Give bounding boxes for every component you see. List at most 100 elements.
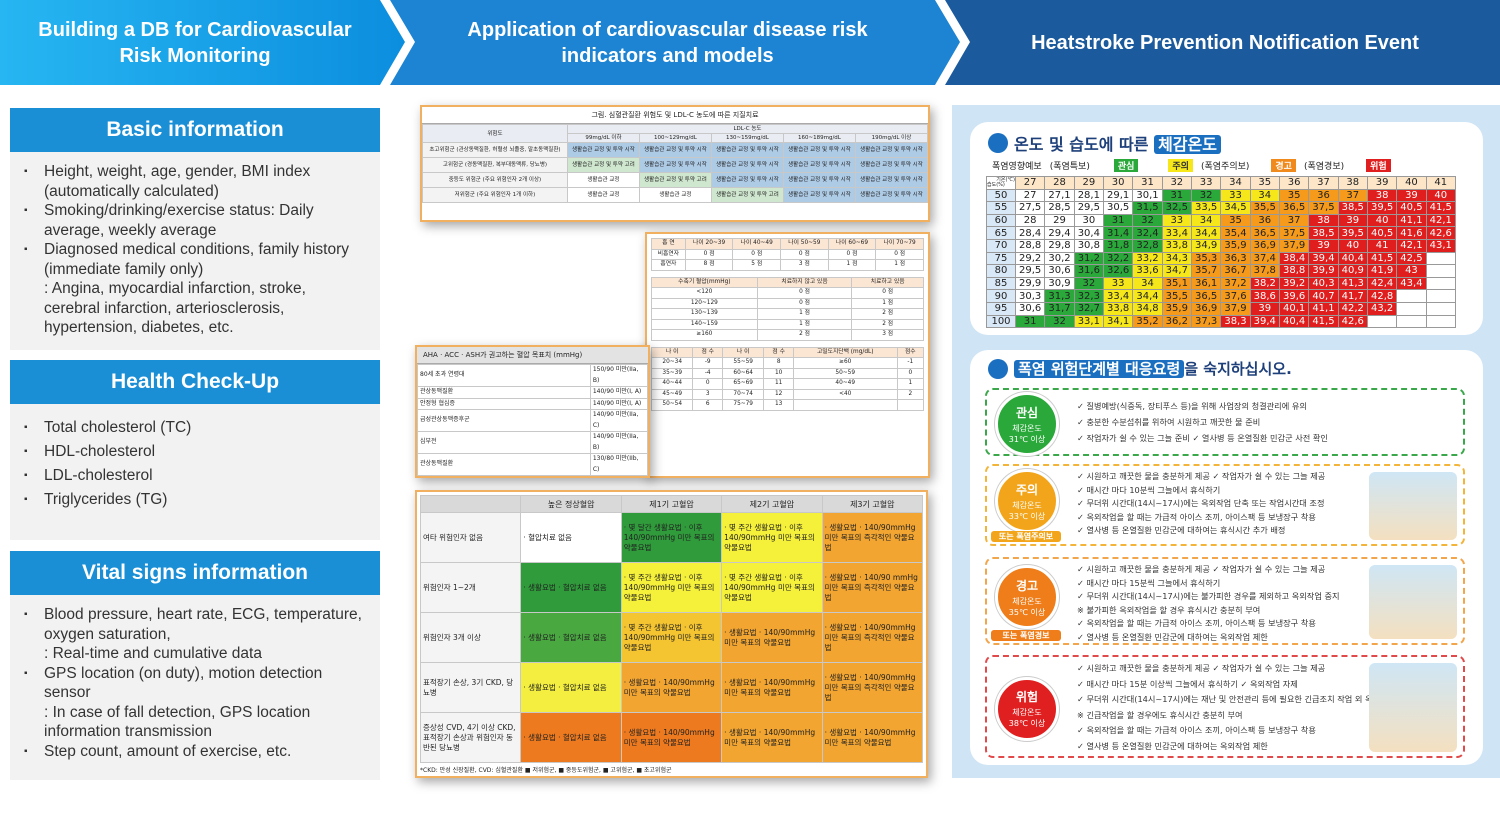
temp: 35 (1249, 176, 1280, 190)
cell: 40,1 (1278, 301, 1310, 316)
corner-label: 습도(%) (987, 181, 1005, 188)
bullet: GPS location (on duty), motion detection… (24, 664, 366, 703)
cell: 생활습관 교정 (638, 187, 712, 203)
cell: 생활습관 교정 및 투약 시작 (782, 172, 856, 188)
cell: 2 점 (851, 308, 924, 320)
header-cell: 나이 70~79 (875, 238, 924, 250)
text: 을 숙지하십시오. (1184, 360, 1292, 378)
legend-note: (폭염경보) (1303, 162, 1345, 172)
cell: 42,4 (1366, 276, 1398, 291)
cell: 42,1 (1425, 213, 1457, 228)
temp: 29 (1073, 176, 1104, 190)
cell: 중등도 위험군 (주요 위험인자 2개 이상) (422, 172, 568, 188)
cell: 37,9 (1278, 238, 1310, 253)
cell (1396, 301, 1427, 316)
section-title: Vital signs information (10, 551, 380, 595)
row: 75 29,2 30,2 31,2 32,2 33,2 34,3 35,3 36,3 37,4 38… (986, 251, 1457, 266)
header-cell: 점수 (896, 346, 925, 358)
cell: 30,4 (1073, 226, 1104, 240)
row: 여타 위험인자 없음 · 혈압치료 없음 · 몇 달간 생활요법 · 이후 140/… (419, 512, 924, 563)
temp: 33 (1190, 176, 1222, 190)
cell: 40,5 (1396, 201, 1427, 215)
cell: 0 점 (732, 248, 782, 260)
level-line: ✓ 매시간 마다 15분 이상씩 그늘에서 휴식하기 ✓ 옥외작업 자제 (1077, 678, 1298, 689)
cell: -4 (692, 367, 723, 379)
step-title: Heatstroke Prevention Notification Event (1031, 31, 1419, 54)
arrow (0, 0, 405, 85)
cell: 34,3 (1161, 251, 1192, 266)
level-name: 관심 (1015, 405, 1039, 420)
cell: 1 점 (756, 308, 853, 320)
cell: 40,3 (1308, 276, 1339, 291)
cell: 표적장기 손상, 3기 CKD, 당뇨병 (419, 662, 522, 713)
cell: 140/90 미만(IIa, B) (589, 431, 648, 454)
legend-label: 폭염영향예보 (992, 162, 1042, 172)
cell: 31 (1102, 213, 1134, 228)
cell: 36,1 (1190, 276, 1222, 291)
cell: 38,2 (1249, 276, 1280, 291)
cell (896, 399, 925, 411)
icon (988, 133, 1008, 153)
cell: 36,2 (1161, 314, 1192, 329)
cell: 급성관상동맥증후군 (417, 409, 591, 432)
header-row: 99mg/dL 이하 100~129mg/dL 130~159mg/dL 160~18… (423, 133, 928, 143)
header-cell: 나이 60~69 (827, 238, 877, 250)
cell: 39,4 (1308, 251, 1339, 266)
cell: 고위험군 (경동맥질환, 복부대동맥류, 당뇨병) (422, 157, 568, 173)
cell: 생활습관 교정 및 투약 고려 (710, 187, 784, 203)
cell: 28,8 (1014, 238, 1046, 253)
cell: 37,4 (1249, 251, 1280, 266)
cell: 생활습관 교정 및 투약 고려 (566, 157, 640, 173)
header-row: 위험도 LDL-C 농도 (422, 124, 928, 143)
cell: 38 (1366, 188, 1398, 203)
cell: 39,4 (1249, 314, 1280, 329)
level-name: 경고 (1015, 578, 1039, 593)
cell: 생활습관 교정 (566, 172, 640, 188)
cell: 32 (1073, 276, 1104, 291)
cell: 13 (763, 399, 794, 411)
table-title: 그림. 심혈관질환 위험도 및 LDL-C 농도에 따른 지질치료 (422, 107, 928, 124)
cell: 38,6 (1249, 289, 1280, 303)
humidity: 60 (986, 213, 1016, 228)
level-line: ✓ 열사병 등 온열질환 민감군에 대하여는 옥외작업 제한 (1077, 631, 1268, 642)
temp: 37 (1308, 176, 1339, 190)
cell: 33 (1161, 213, 1192, 228)
cell: 33 (1102, 276, 1134, 291)
row: 65 28,4 29,4 30,4 31,4 32,4 33,4 34,4 35,4 36,5 37… (986, 226, 1457, 240)
cell: 33,4 (1102, 289, 1134, 303)
cell: 31,5 (1132, 201, 1163, 215)
cell: 34 (1132, 276, 1163, 291)
cell: 36 (1249, 213, 1280, 228)
cell: 28,1 (1073, 188, 1104, 203)
highlight: 체감온도 (1154, 135, 1221, 154)
cell: · 생활요법 · 140/90mmHg 미만 목표의 즉각적인 약물요법 (821, 662, 924, 713)
cell: 37 (1337, 188, 1368, 203)
cell: 32,5 (1161, 201, 1192, 215)
level-line: ✓ 충분한 수분섭취를 위하여 시원하고 깨끗한 물 준비 (1077, 417, 1261, 427)
cell: · 생활요법 · 140/90mmHg 미만 목표의 약물요법 (620, 662, 723, 713)
cell: 39,5 (1366, 201, 1398, 215)
level-line: ✓ 무더위 시간대(14시~17시)에는 불가피한 경우를 제외하고 옥외작업 … (1077, 591, 1340, 602)
legend-chip: 관심 (1113, 159, 1139, 172)
header-cell: 160~189mg/dL (782, 133, 856, 143)
legend-note: (폭염특보) (1049, 162, 1090, 172)
cell: 35 (1278, 188, 1310, 203)
cell: 0 점 (851, 287, 924, 299)
cell: 0 점 (827, 248, 877, 260)
step-title: Application of cardiovascular disease ri… (467, 18, 868, 67)
row: 90 30,3 31,3 32,3 33,4 34,4 35,5 36,5 37,6 38,6 39… (986, 289, 1457, 303)
cell: ≥160 (651, 329, 758, 341)
cell: · 생활요법 · 140/90mmHg 미만 목표의 즉각적인 약물요법 (821, 512, 924, 563)
icon (988, 359, 1008, 379)
header-cell: LDL-C 농도 (566, 124, 928, 134)
cell: 2 점 (851, 318, 924, 330)
cell (1366, 314, 1398, 329)
cell: 43,4 (1396, 276, 1427, 291)
level-criterion: 체감온도 31℃ 이상 (1008, 423, 1046, 444)
cell: 39 (1396, 188, 1427, 203)
cell: -9 (692, 357, 723, 369)
arrow (945, 0, 1500, 85)
